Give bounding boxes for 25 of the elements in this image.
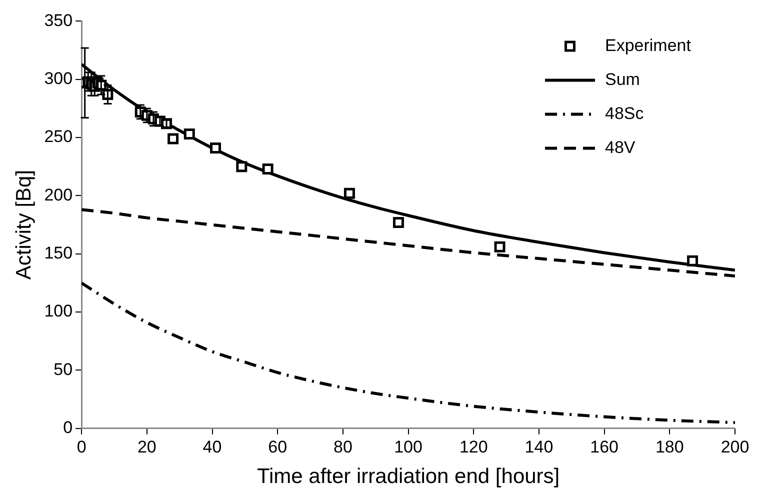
x-tick-label: 40 [202, 437, 222, 456]
x-tick-label: 140 [524, 437, 554, 456]
legend-label: 48Sc [605, 104, 644, 123]
y-tick-label: 0 [63, 418, 73, 438]
legend-label: 48V [605, 138, 636, 157]
legend-label: Experiment [605, 36, 692, 55]
x-tick-label: 20 [137, 437, 156, 456]
y-tick-label: 50 [54, 360, 73, 379]
x-tick-label: 120 [459, 437, 488, 456]
y-axis-title: Activity [Bq] [12, 170, 36, 280]
x-axis-title: Time after irradiation end [hours] [256, 465, 560, 488]
x-tick-label: 0 [76, 437, 86, 456]
x-tick-label: 100 [394, 437, 422, 456]
legend-label: Sum [605, 70, 640, 89]
y-tick-label: 200 [44, 185, 73, 204]
y-tick-label: 300 [44, 69, 73, 88]
y-tick-label: 150 [44, 244, 73, 263]
x-tick-label: 180 [655, 437, 684, 456]
y-tick-label: 250 [44, 127, 73, 146]
x-tick-label: 160 [590, 437, 618, 456]
x-tick-label: 60 [268, 437, 288, 456]
y-tick-label: 100 [44, 302, 73, 321]
x-tick-label: 80 [333, 437, 352, 456]
y-tick-label: 350 [44, 10, 73, 30]
x-tick-label: 200 [720, 437, 750, 456]
